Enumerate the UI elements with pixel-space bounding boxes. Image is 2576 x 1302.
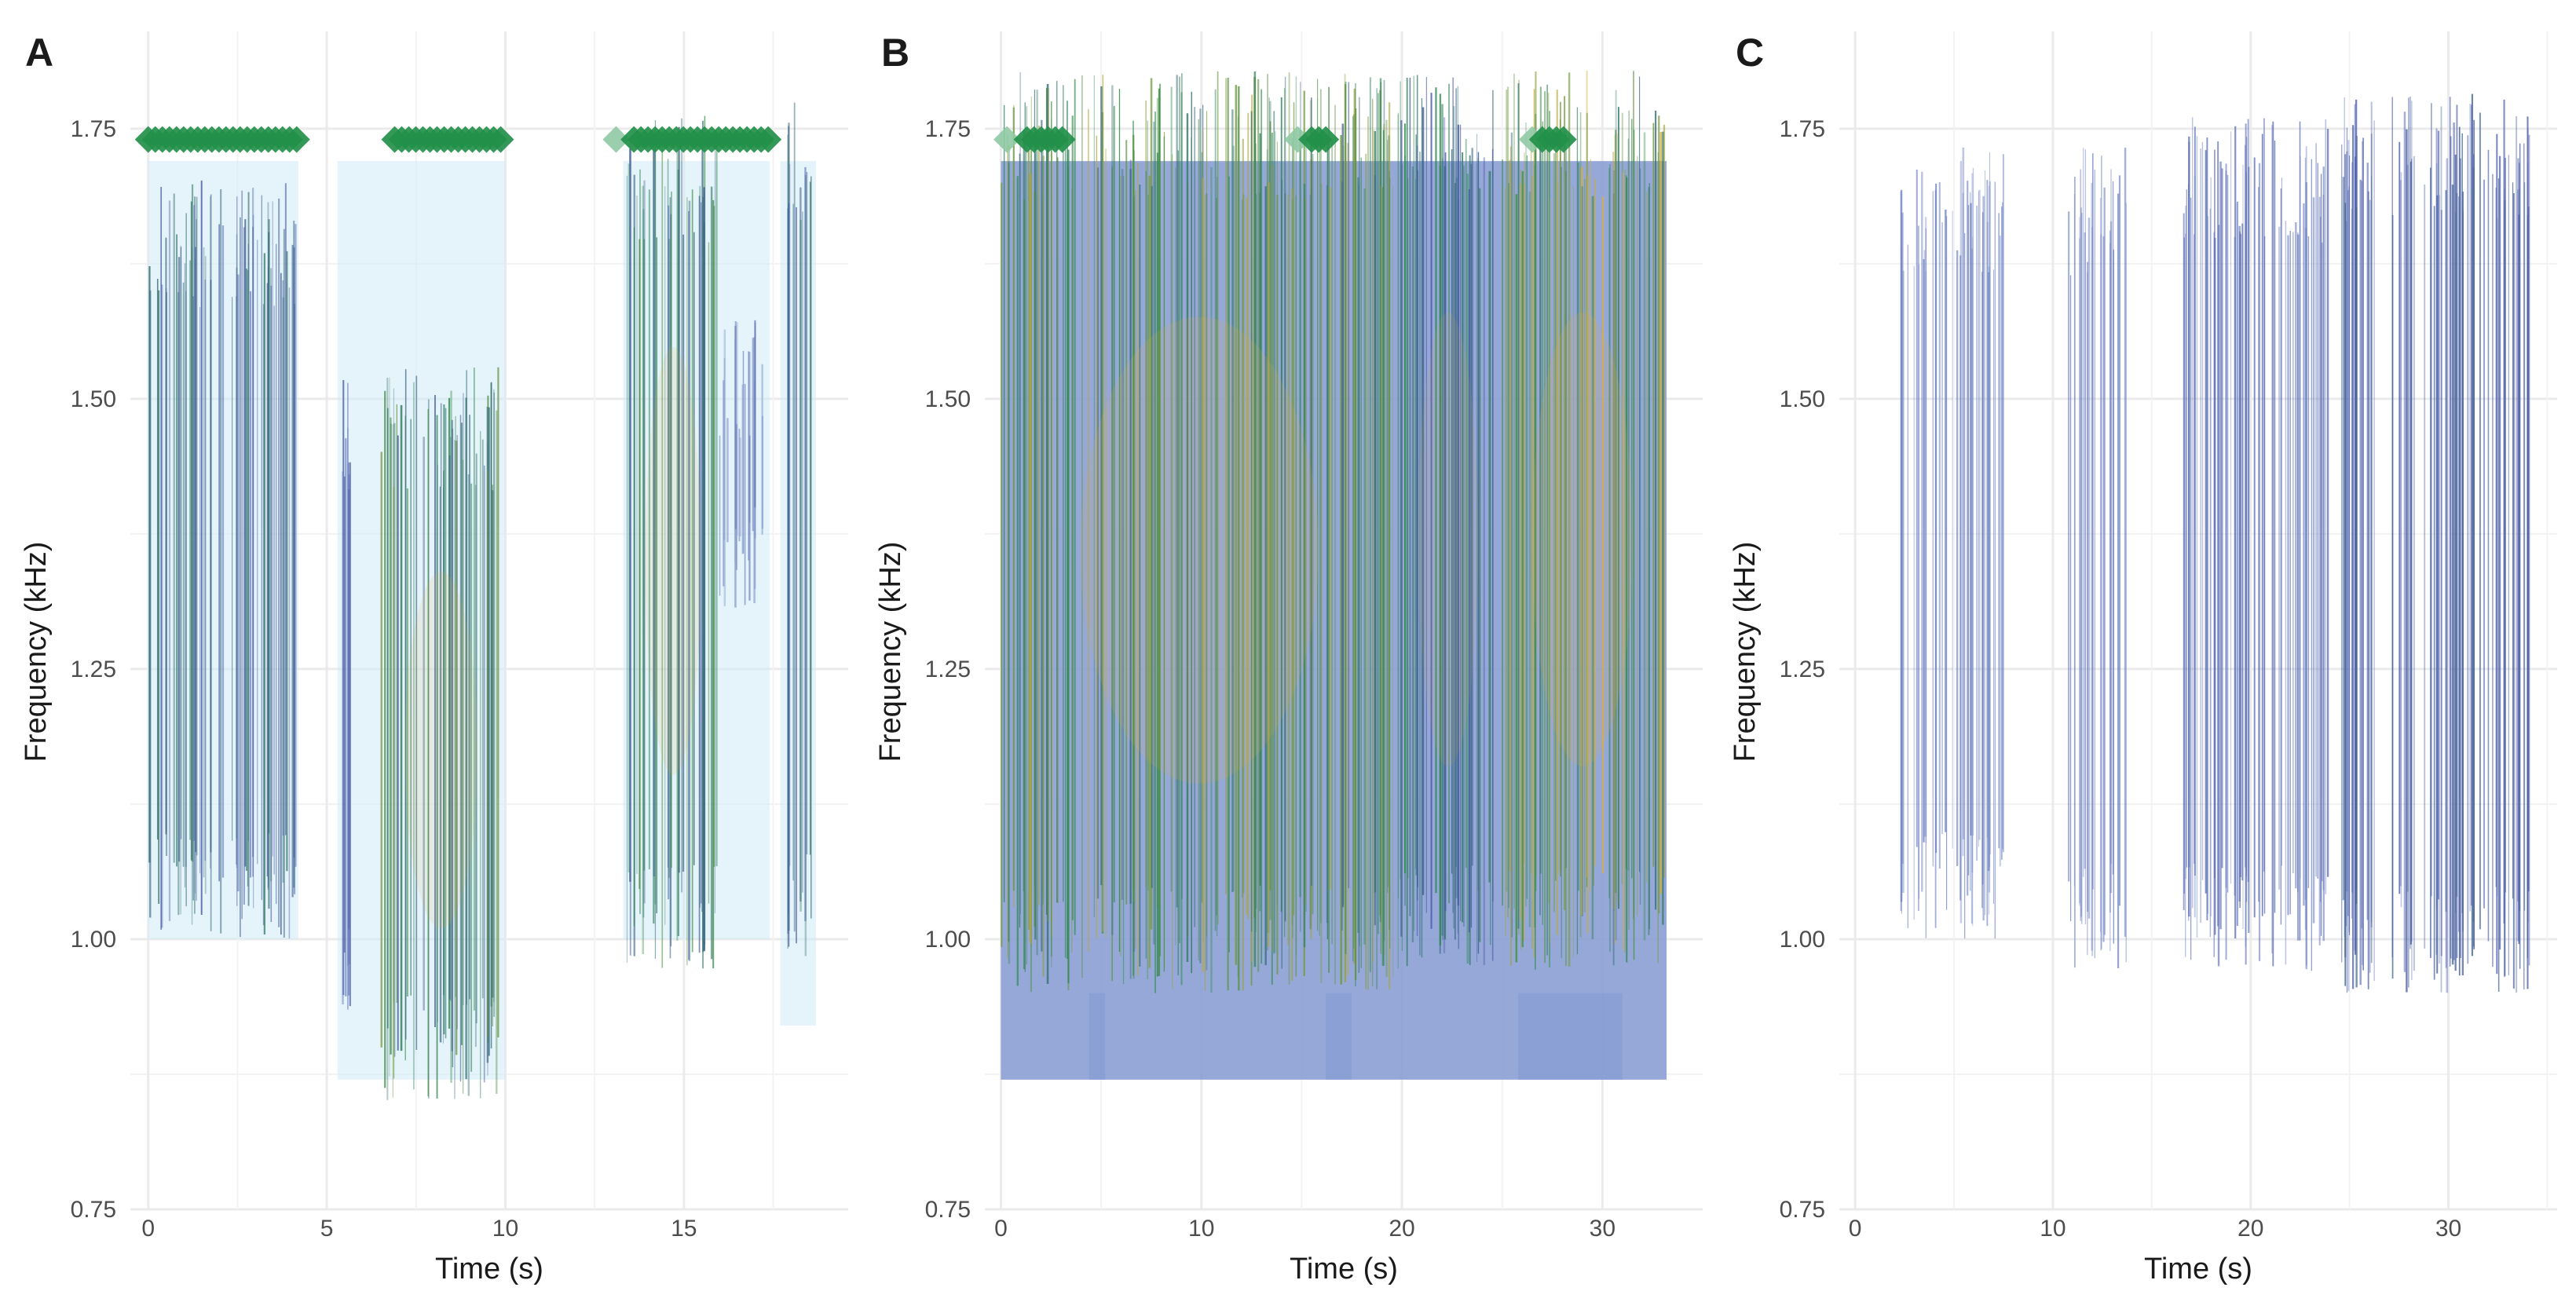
background-block <box>1518 993 1623 1080</box>
y-tick-label: 1.00 <box>925 927 971 953</box>
panel-a: 0.75 1.00 1.25 1.50 1.75 0 5 10 15 Time (s) Freque… <box>20 31 848 1286</box>
y-axis-title: Frequency (kHz) <box>20 542 53 763</box>
y-axis-title: Frequency (kHz) <box>1729 542 1762 763</box>
y-tick-label: 0.75 <box>71 1197 116 1223</box>
spectrogram-energy <box>1900 93 2530 993</box>
panel-letter: C <box>1736 31 1764 75</box>
x-axis-title: Time (s) <box>435 1253 543 1286</box>
detection-marker <box>993 126 1021 153</box>
y-tick-label: 1.75 <box>1780 116 1825 142</box>
y-tick-label: 1.25 <box>1780 656 1825 682</box>
x-tick-label: 20 <box>2238 1216 2263 1242</box>
spectrogram-energy <box>148 102 812 1100</box>
detection-marker <box>1312 126 1340 153</box>
x-tick-label: 0 <box>1849 1216 1862 1242</box>
y-tick-label: 1.75 <box>925 116 971 142</box>
y-tick-label: 1.00 <box>1780 927 1825 953</box>
y-tick-label: 1.50 <box>71 386 116 412</box>
detection-marker <box>755 126 782 153</box>
y-tick-label: 0.75 <box>925 1197 971 1223</box>
y-axis-title: Frequency (kHz) <box>874 542 907 763</box>
energy-core <box>404 572 478 929</box>
x-tick-label: 10 <box>1188 1216 1214 1242</box>
detection-marker <box>487 126 514 153</box>
panel-b: 0.75 1.00 1.25 1.50 1.75 0 10 20 30 Time (s) Frequ… <box>874 31 1703 1286</box>
x-axis-title: Time (s) <box>2144 1253 2252 1286</box>
x-tick-label: 5 <box>320 1216 334 1242</box>
detection-markers <box>134 126 782 153</box>
tick-labels: 0.75 1.00 1.25 1.50 1.75 0 5 10 15 <box>71 116 697 1242</box>
detection-marker <box>602 126 630 153</box>
energy-core <box>645 346 701 775</box>
detection-marker <box>1550 126 1577 153</box>
tick-labels: 0.75 1.00 1.25 1.50 1.75 0 10 20 30 <box>925 116 1615 1242</box>
background-block <box>337 161 506 1080</box>
detection-marker <box>283 126 310 153</box>
panel-letter: A <box>25 31 53 75</box>
energy-core <box>1418 312 1479 766</box>
detection-marker <box>1048 126 1076 153</box>
energy-core <box>1531 312 1634 766</box>
detection-markers <box>993 126 1577 153</box>
y-tick-label: 1.25 <box>925 656 971 682</box>
x-axis-title: Time (s) <box>1290 1253 1398 1286</box>
energy-core <box>1080 316 1319 784</box>
x-tick-label: 10 <box>492 1216 518 1242</box>
y-tick-label: 1.50 <box>1780 386 1825 412</box>
background-block <box>1089 993 1106 1080</box>
panel-c: 0.75 1.00 1.25 1.50 1.75 0 10 20 30 Time (s) Frequ… <box>1729 31 2557 1286</box>
y-tick-label: 1.75 <box>71 116 116 142</box>
x-tick-label: 15 <box>671 1216 697 1242</box>
tick-labels: 0.75 1.00 1.25 1.50 1.75 0 10 20 30 <box>1780 116 2462 1242</box>
panel-letter: B <box>881 31 909 75</box>
x-tick-label: 30 <box>1590 1216 1615 1242</box>
x-tick-label: 10 <box>2040 1216 2066 1242</box>
x-tick-label: 0 <box>994 1216 1008 1242</box>
y-tick-label: 1.50 <box>925 386 971 412</box>
background-block <box>1326 993 1352 1080</box>
x-tick-label: 30 <box>2435 1216 2461 1242</box>
x-tick-label: 0 <box>141 1216 155 1242</box>
y-tick-label: 1.00 <box>71 927 116 953</box>
spectrogram-energy <box>1001 70 1666 993</box>
x-tick-label: 20 <box>1389 1216 1414 1242</box>
detection-marker <box>1284 126 1312 153</box>
y-tick-label: 1.25 <box>71 656 116 682</box>
y-tick-label: 0.75 <box>1780 1197 1825 1223</box>
